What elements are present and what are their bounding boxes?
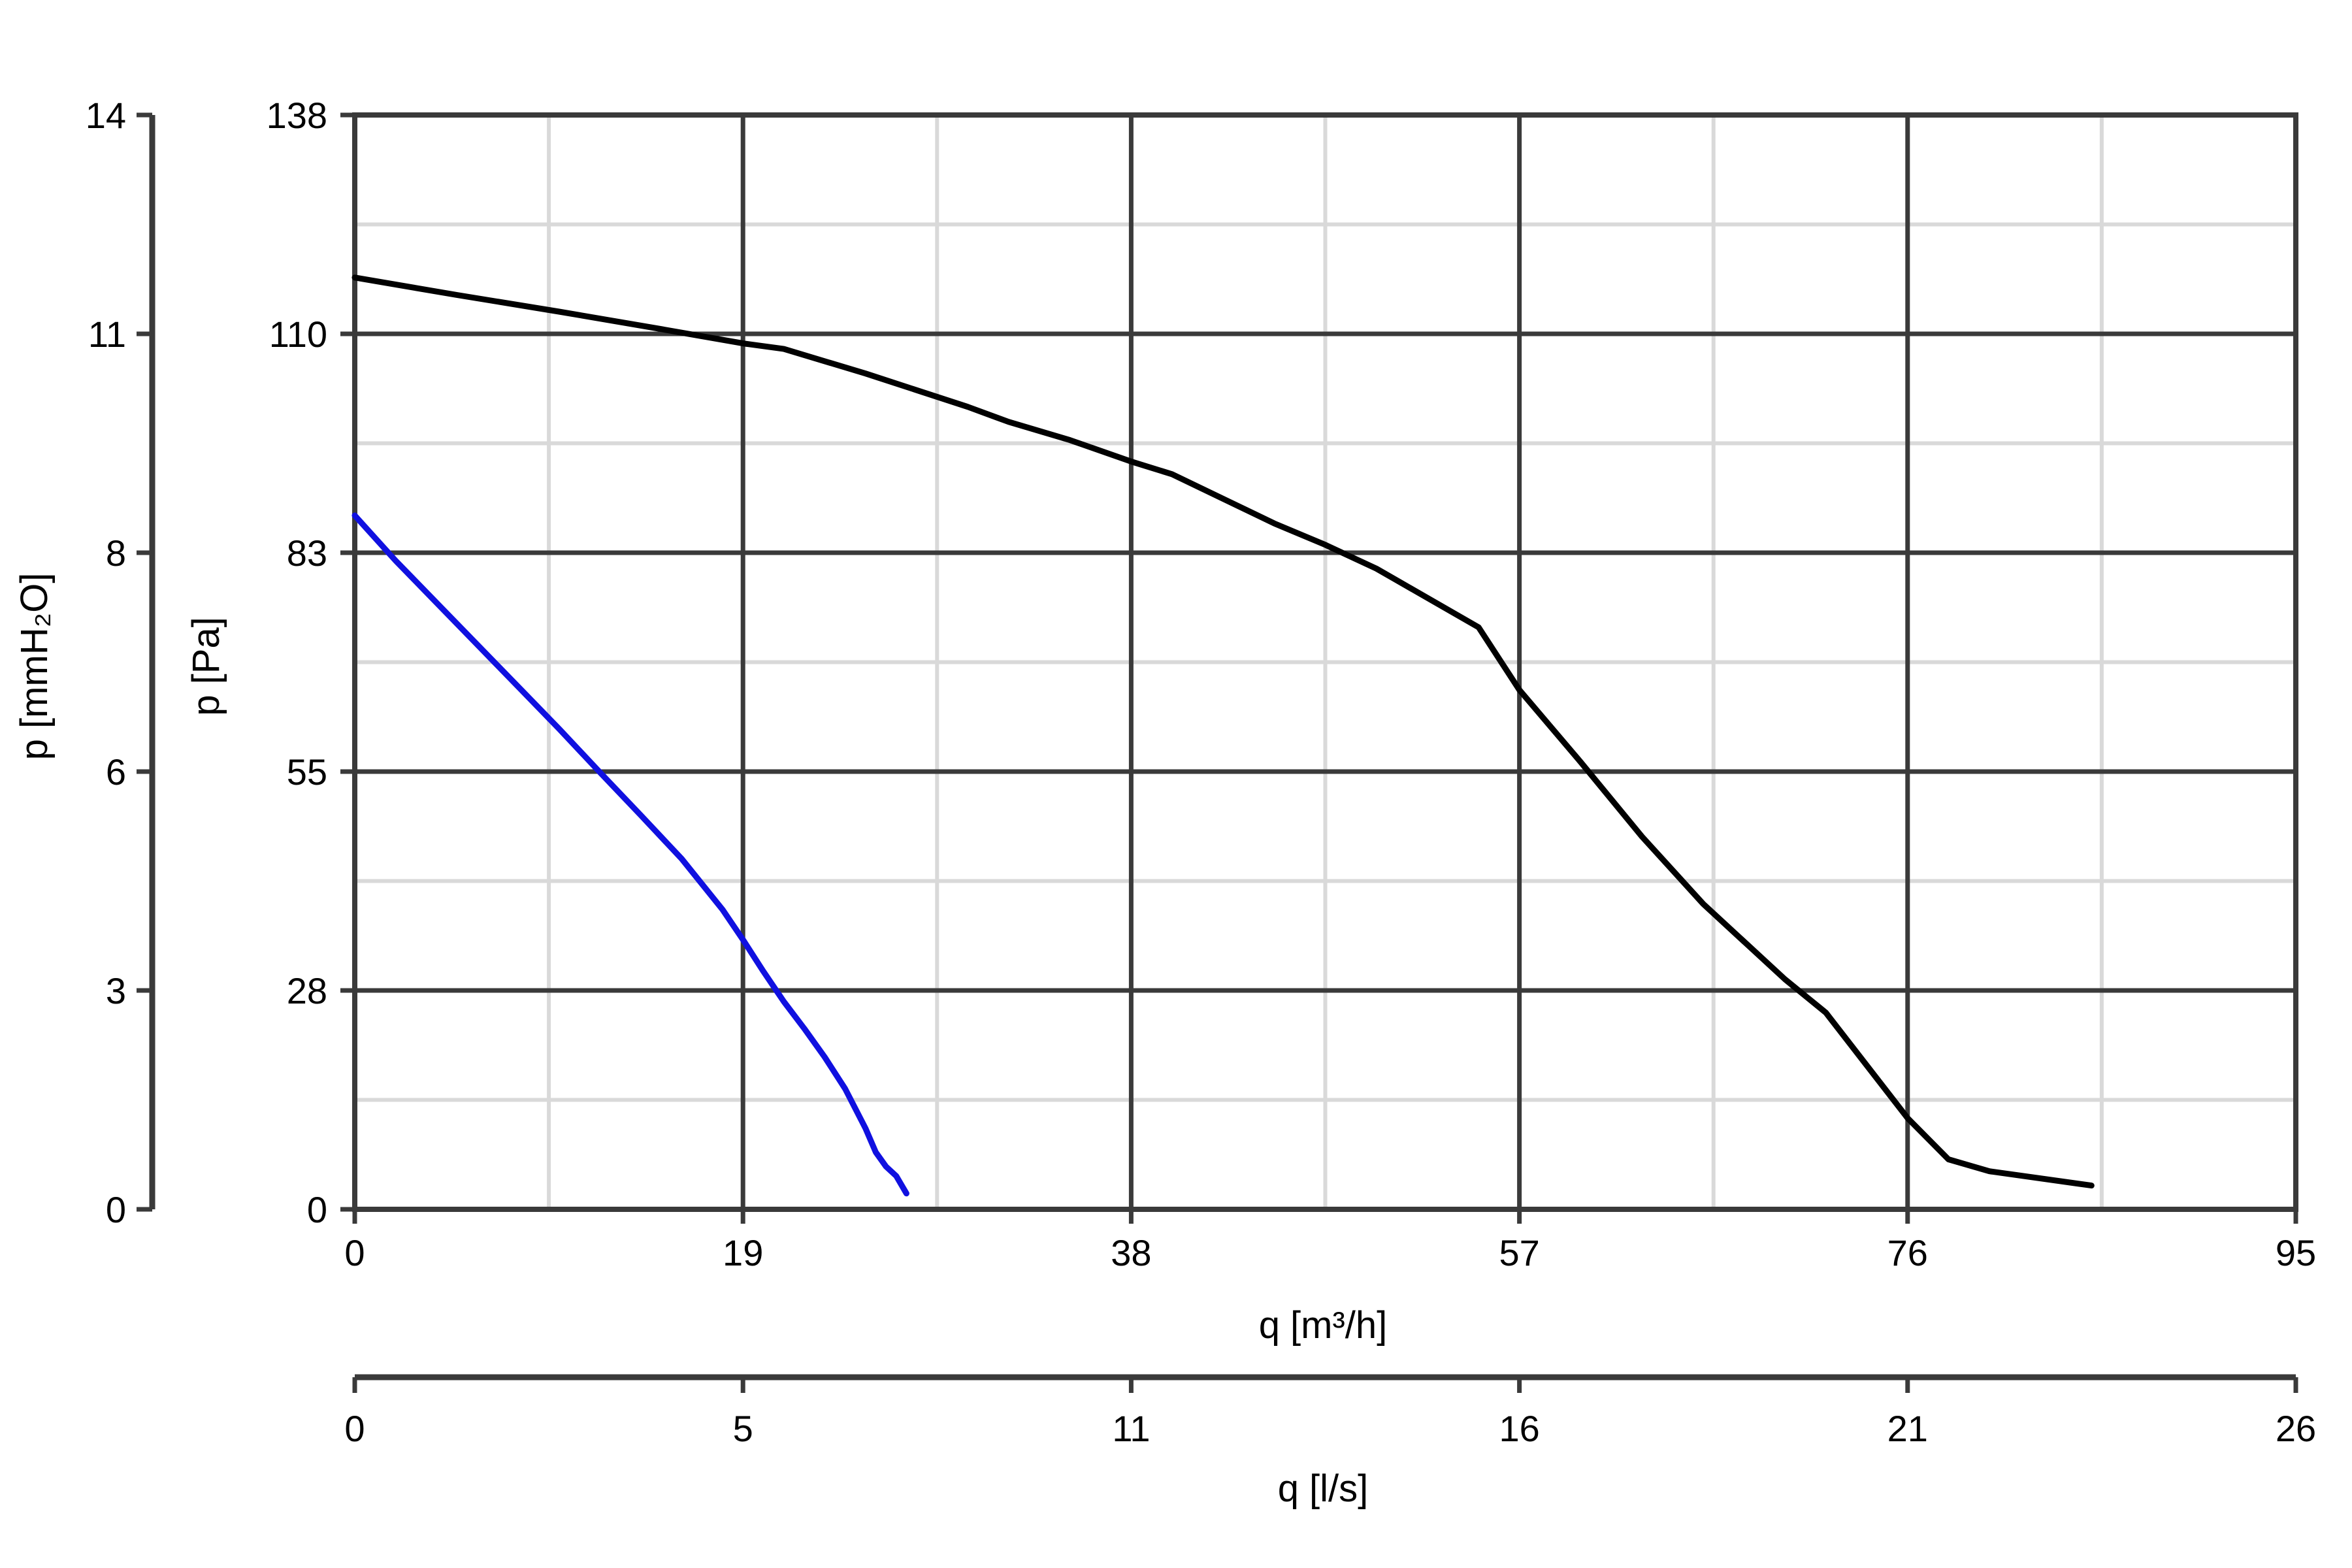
minor-grid <box>355 115 2296 1209</box>
x-tick-label: 95 <box>2276 1232 2316 1273</box>
y2-tick-label: 0 <box>106 1189 126 1230</box>
y-tick-label: 55 <box>287 751 327 792</box>
series-line-black <box>351 274 2095 1189</box>
y-axis-mmh2o: 0 3 6 8 11 14 <box>86 95 155 1230</box>
y2-tick-label: 8 <box>106 532 126 574</box>
y-axis-pa: 0 28 55 83 110 138 <box>267 95 355 1230</box>
y2-tick-label: 11 <box>88 314 126 355</box>
x-axis-m3h: 0 19 38 57 76 95 <box>344 1209 2316 1273</box>
x2-axis-title: q [l/s] <box>1278 1467 1369 1510</box>
y-tick-label: 138 <box>267 95 327 136</box>
x-tick-label: 0 <box>344 1232 365 1273</box>
x2-tick-label: 21 <box>1887 1408 1928 1449</box>
x-tick-label: 19 <box>723 1232 763 1273</box>
y2-axis-title: p [mmH₂O] <box>13 573 56 760</box>
y-tick-label: 0 <box>307 1189 327 1230</box>
y2-tick-label: 3 <box>106 970 126 1011</box>
x-axis-title: q [m³/h] <box>1259 1304 1388 1347</box>
y-tick-label: 83 <box>287 532 327 574</box>
x2-tick-label: 26 <box>2276 1408 2316 1449</box>
x2-tick-label: 16 <box>1499 1408 1539 1449</box>
plot-border <box>352 112 2298 1212</box>
x2-tick-label: 5 <box>733 1408 753 1449</box>
x-tick-label: 76 <box>1887 1232 1928 1273</box>
plot-frame <box>352 112 2298 1212</box>
y-tick-label: 110 <box>269 314 327 355</box>
x-axis-ls: 0 5 11 16 21 26 <box>344 1374 2316 1449</box>
y-tick-label: 28 <box>287 970 327 1011</box>
y-axis-title: p [Pa] <box>185 617 227 716</box>
y2-tick-label: 6 <box>106 751 126 792</box>
x-tick-label: 57 <box>1499 1232 1539 1273</box>
x-tick-label: 38 <box>1111 1232 1151 1273</box>
y2-tick-label: 14 <box>86 95 126 136</box>
x2-tick-label: 11 <box>1112 1408 1150 1449</box>
x2-tick-label: 0 <box>344 1408 365 1449</box>
major-grid <box>355 115 2296 1209</box>
series-layer <box>351 274 2095 1197</box>
series-line-blue <box>351 512 909 1197</box>
